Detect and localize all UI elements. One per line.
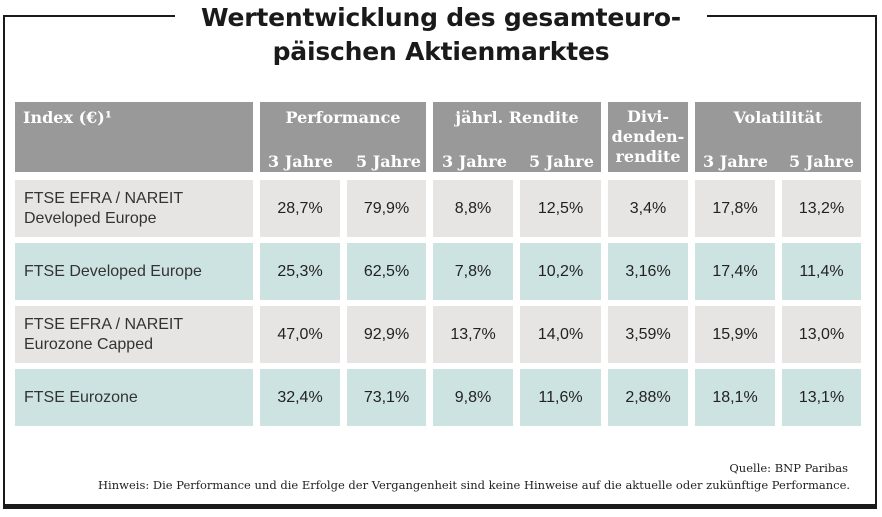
header-dividenden: Divi- denden- rendite: [608, 102, 688, 172]
value-cell: 15,9%: [695, 306, 775, 363]
index-name-line1: FTSE Eurozone: [24, 388, 138, 406]
value-cell: 92,9%: [347, 306, 426, 363]
value-cell: 13,2%: [782, 180, 861, 237]
value-cell: 47,0%: [260, 306, 340, 363]
value-cell: 32,4%: [260, 369, 340, 426]
header-dividenden-l3: rendite: [615, 147, 681, 166]
source-note: Quelle: BNP Paribas: [729, 461, 848, 475]
value-cell: 3,16%: [608, 243, 688, 300]
index-name-line1: FTSE EFRA / NAREIT: [24, 189, 184, 207]
index-name-line1: FTSE EFRA / NAREIT: [24, 315, 184, 333]
header-volatilitaet: Volatilität 3 Jahre 5 Jahre: [695, 102, 861, 172]
value-cell: 11,4%: [782, 243, 861, 300]
page-title-line1: Wertentwicklung des gesamteuro-: [201, 3, 681, 32]
value-cell: 13,0%: [782, 306, 861, 363]
value-cell: 13,7%: [433, 306, 513, 363]
header-volatilitaet-3y: 3 Jahre: [703, 152, 768, 171]
value-cell: 8,8%: [433, 180, 513, 237]
value-cell: 3,59%: [608, 306, 688, 363]
value-cell: 13,1%: [782, 369, 861, 426]
value-cell: 3,4%: [608, 180, 688, 237]
value-cell: 62,5%: [347, 243, 426, 300]
header-dividenden-l1: Divi-: [627, 107, 669, 126]
value-cell: 14,0%: [520, 306, 601, 363]
value-cell: 25,3%: [260, 243, 340, 300]
index-name: FTSE EFRA / NAREIT Developed Europe: [24, 189, 183, 229]
header-rendite-5y: 5 Jahre: [529, 152, 594, 171]
index-name-line2: Eurozone Capped: [24, 335, 153, 353]
index-name: FTSE EFRA / NAREIT Eurozone Capped: [24, 315, 183, 355]
value-cell: 12,5%: [520, 180, 601, 237]
value-cell: 79,9%: [347, 180, 426, 237]
value-cell: 2,88%: [608, 369, 688, 426]
header-performance-3y: 3 Jahre: [268, 152, 333, 171]
value-cell: 9,8%: [433, 369, 513, 426]
header-performance: Performance 3 Jahre 5 Jahre: [260, 102, 426, 172]
title-block: Wertentwicklung des gesamteuro- päischen…: [175, 0, 707, 74]
index-name-cell: FTSE Developed Europe: [15, 243, 253, 300]
header-rendite-label: jährl. Rendite: [455, 108, 579, 127]
index-name: FTSE Eurozone: [24, 388, 138, 408]
header-index: Index (€)¹: [15, 102, 253, 172]
header-volatilitaet-5y: 5 Jahre: [789, 152, 854, 171]
header-volatilitaet-label: Volatilität: [733, 108, 823, 127]
value-cell: 18,1%: [695, 369, 775, 426]
header-performance-label: Performance: [285, 108, 401, 127]
header-dividenden-l2: denden-: [611, 127, 685, 146]
index-name-cell: FTSE EFRA / NAREIT Developed Europe: [15, 180, 253, 237]
index-name-line1: FTSE Developed Europe: [24, 262, 202, 280]
page-title-line2: päischen Aktienmarktes: [272, 37, 610, 66]
header-index-label: Index (€)¹: [23, 108, 112, 127]
value-cell: 28,7%: [260, 180, 340, 237]
value-cell: 17,4%: [695, 243, 775, 300]
index-name-cell: FTSE Eurozone: [15, 369, 253, 426]
value-cell: 73,1%: [347, 369, 426, 426]
value-cell: 10,2%: [520, 243, 601, 300]
header-rendite: jährl. Rendite 3 Jahre 5 Jahre: [433, 102, 601, 172]
value-cell: 7,8%: [433, 243, 513, 300]
disclaimer-note: Hinweis: Die Performance und die Erfolge…: [98, 478, 851, 492]
header-performance-5y: 5 Jahre: [356, 152, 421, 171]
index-name-line2: Developed Europe: [24, 209, 157, 227]
value-cell: 11,6%: [520, 369, 601, 426]
index-name-cell: FTSE EFRA / NAREIT Eurozone Capped: [15, 306, 253, 363]
value-cell: 17,8%: [695, 180, 775, 237]
header-rendite-3y: 3 Jahre: [442, 152, 507, 171]
index-name: FTSE Developed Europe: [24, 262, 202, 282]
